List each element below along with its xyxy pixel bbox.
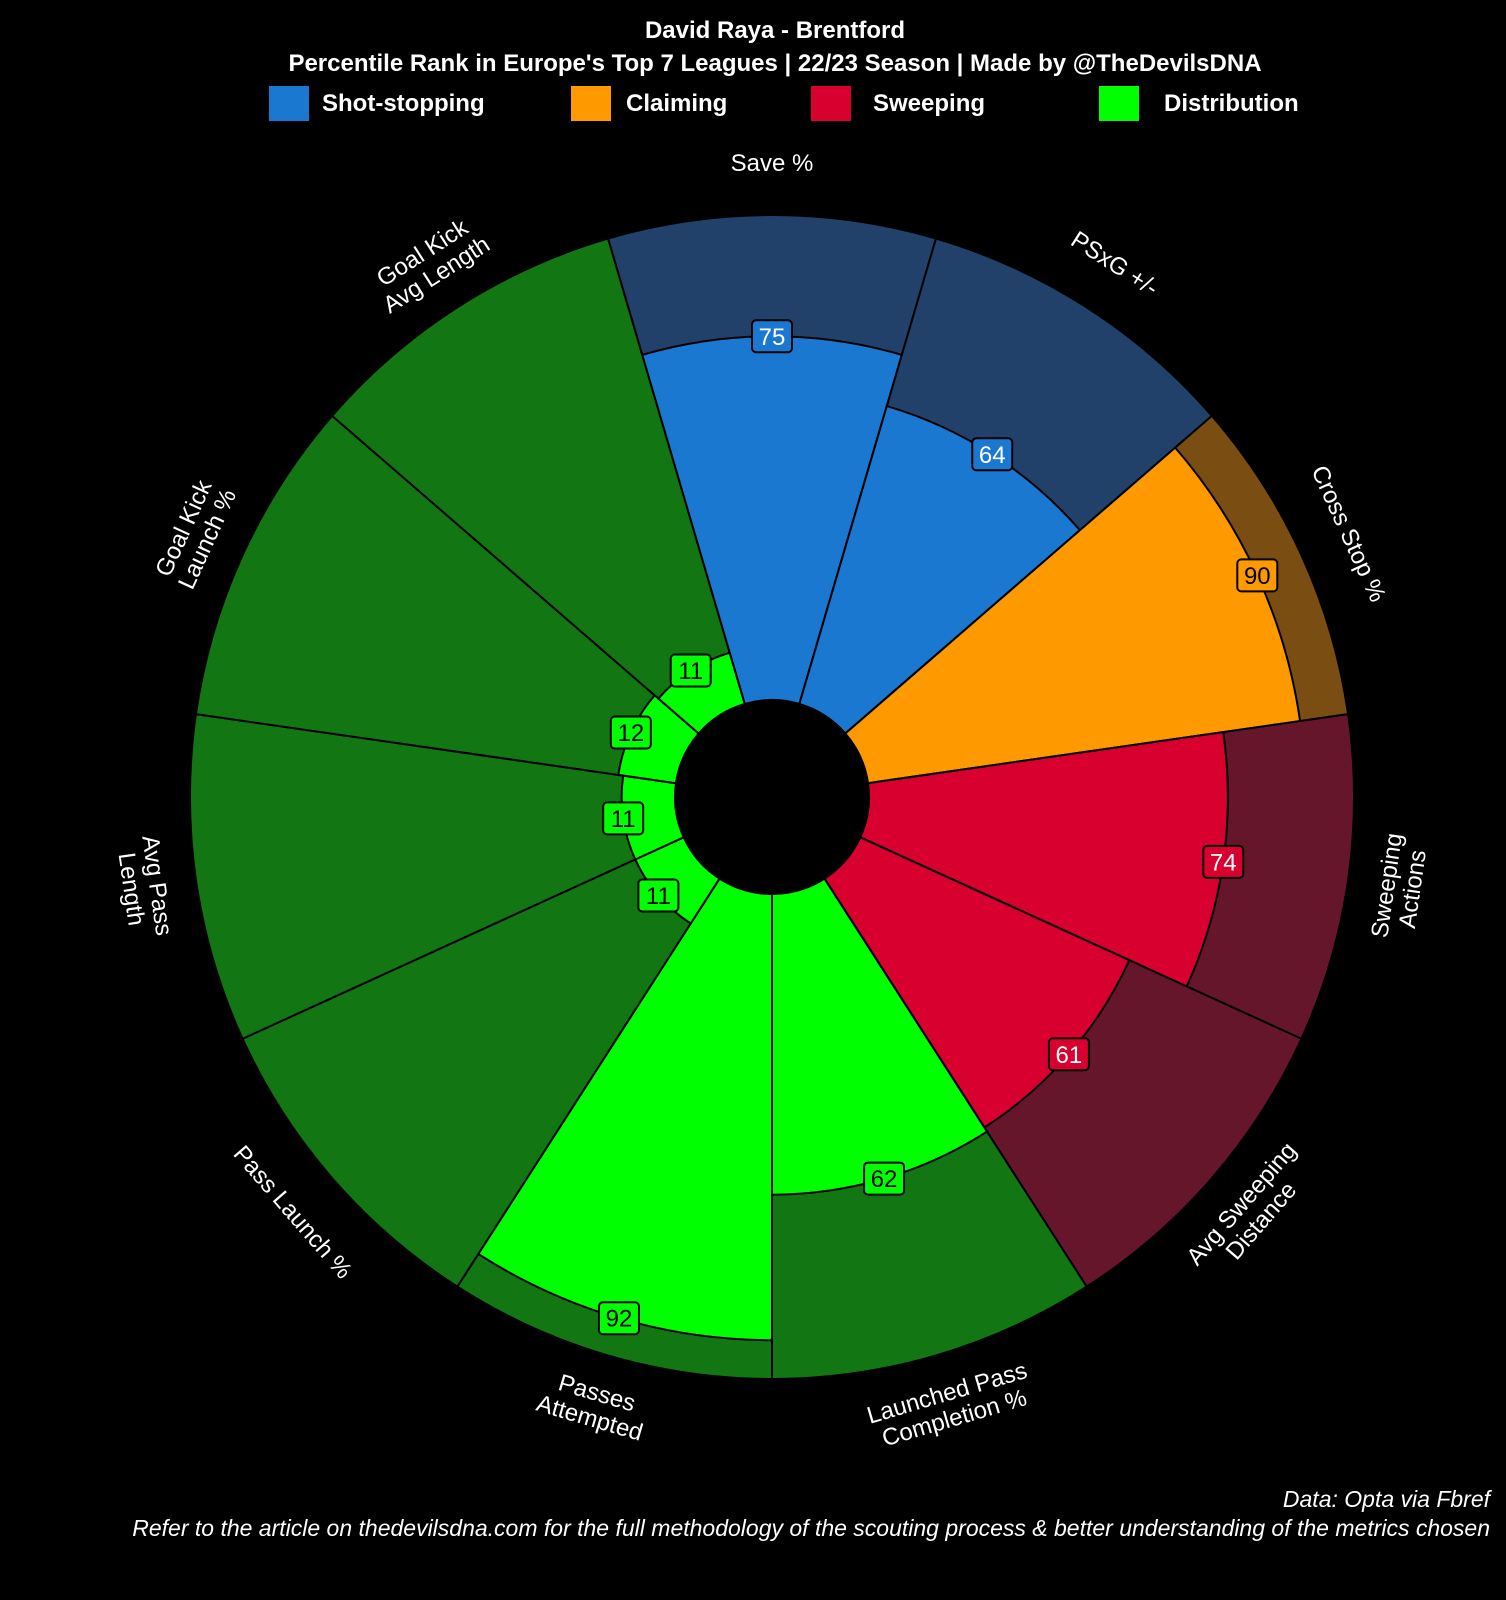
- value-box: [669, 653, 712, 688]
- value-label-sweeping-actions: 74: [1202, 844, 1245, 879]
- value-box: [637, 878, 680, 913]
- param-label-line: PSxG +/-: [1066, 226, 1163, 302]
- value-labels: 75 64 90 74 61 62 92 11 11 12 11: [597, 319, 1279, 1336]
- chart-title: David Raya - Brentford: [645, 17, 905, 44]
- param-label-save: Save %: [731, 150, 814, 177]
- value-text: 90: [1244, 563, 1271, 590]
- legend-label-distribution: Distribution: [1164, 90, 1299, 117]
- legend-item-distribution: Distribution: [1099, 86, 1299, 121]
- value-box: [597, 1301, 640, 1336]
- value-box: [609, 715, 652, 750]
- value-box: [863, 1161, 906, 1196]
- value-text: 11: [646, 883, 671, 910]
- param-label-cross-stop: Cross Stop %: [1305, 462, 1391, 607]
- value-text: 74: [1210, 849, 1237, 876]
- param-label-sweeping-actions: SweepingActions: [1366, 831, 1433, 943]
- legend-swatch-sweeping: [811, 86, 851, 121]
- value-text: 11: [611, 806, 636, 833]
- legend-item-sweeping: Sweeping: [811, 86, 985, 121]
- legend-label-claiming: Claiming: [626, 90, 727, 117]
- legend-swatch-distribution: [1099, 86, 1139, 121]
- legend: Shot-stopping Claiming Sweeping Distribu…: [269, 86, 1299, 121]
- footer-note: Refer to the article on thedevilsdna.com…: [132, 1515, 1490, 1541]
- legend-swatch-claiming: [571, 86, 611, 121]
- value-label-save: 75: [751, 319, 793, 354]
- value-label-goal-kick-avg-length: 11: [669, 653, 712, 688]
- param-label-launched-pass-completion: Launched PassCompletion %: [864, 1357, 1038, 1454]
- param-label-goal-kick-launch: Goal KickLaunch %: [149, 474, 242, 593]
- legend-item-shot-stopping: Shot-stopping: [269, 86, 485, 121]
- legend-label-sweeping: Sweeping: [873, 90, 985, 117]
- value-label-pass-launch: 11: [637, 878, 680, 913]
- value-label-avg-sweeping-distance: 61: [1047, 1037, 1090, 1072]
- param-label-passes-attempted: PassesAttempted: [533, 1365, 653, 1447]
- param-label-line: Save %: [731, 150, 814, 177]
- center-hole: [675, 700, 869, 894]
- value-label-goal-kick-launch: 12: [609, 715, 652, 750]
- value-label-cross-stop: 90: [1236, 558, 1279, 593]
- footer-source: Data: Opta via Fbref: [1282, 1486, 1490, 1512]
- value-label-avg-pass-length: 11: [602, 801, 645, 836]
- value-text: 12: [617, 720, 644, 747]
- value-text: 11: [678, 658, 703, 685]
- legend-swatch-shot-stopping: [269, 86, 309, 121]
- legend-label-shot-stopping: Shot-stopping: [322, 90, 485, 117]
- legend-item-claiming: Claiming: [571, 86, 727, 121]
- value-label-passes-attempted: 92: [597, 1301, 640, 1336]
- value-box: [1236, 558, 1279, 593]
- value-text: 61: [1056, 1042, 1083, 1069]
- value-text: 75: [759, 324, 786, 351]
- value-box: [751, 319, 793, 354]
- param-label-avg-pass-length: Avg PassLength: [111, 834, 178, 941]
- value-label-psxg: 64: [971, 437, 1014, 472]
- value-box: [1047, 1037, 1090, 1072]
- value-box: [602, 801, 645, 836]
- param-label-line: Cross Stop %: [1305, 462, 1391, 607]
- value-label-launched-pass-completion: 62: [863, 1161, 906, 1196]
- value-text: 92: [606, 1306, 633, 1333]
- value-text: 64: [979, 442, 1006, 469]
- value-text: 62: [871, 1166, 898, 1193]
- param-label-psxg: PSxG +/-: [1066, 226, 1163, 302]
- chart-subtitle: Percentile Rank in Europe's Top 7 League…: [288, 50, 1261, 77]
- value-box: [971, 437, 1014, 472]
- value-box: [1202, 844, 1245, 879]
